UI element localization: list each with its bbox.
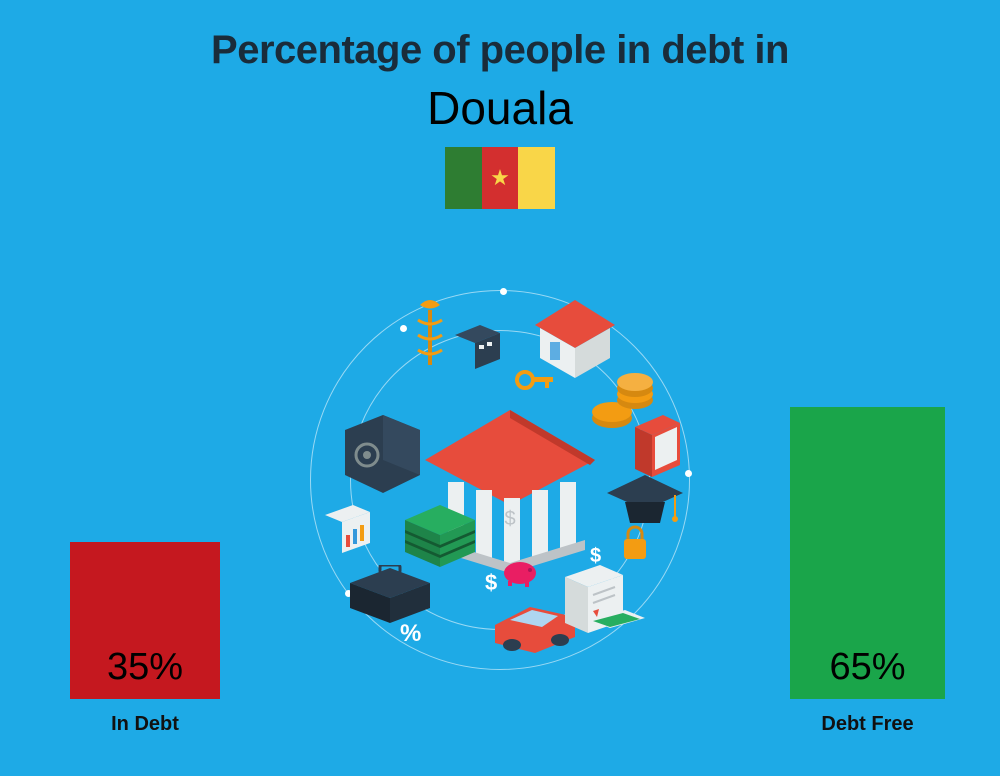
bar-value-label: 35% — [107, 646, 183, 689]
flag-stripe-green — [445, 147, 482, 209]
flag-star-icon: ★ — [490, 165, 510, 191]
bar-in-debt: 35% In Debt — [70, 542, 220, 737]
country-flag: ★ — [445, 147, 555, 209]
bar-rect: 65% — [790, 407, 945, 700]
flag-stripe-yellow — [518, 147, 555, 209]
bar-value-label: 65% — [829, 646, 905, 689]
bar-rect: 35% — [70, 542, 220, 700]
bar-category-label: Debt Free — [821, 713, 913, 736]
bar-debt-free: 65% Debt Free — [790, 407, 945, 737]
city-subtitle: Douala — [0, 81, 1000, 135]
bar-chart: 35% In Debt 65% Debt Free — [0, 236, 1000, 736]
page-title: Percentage of people in debt in — [0, 0, 1000, 73]
bar-category-label: In Debt — [111, 713, 179, 736]
